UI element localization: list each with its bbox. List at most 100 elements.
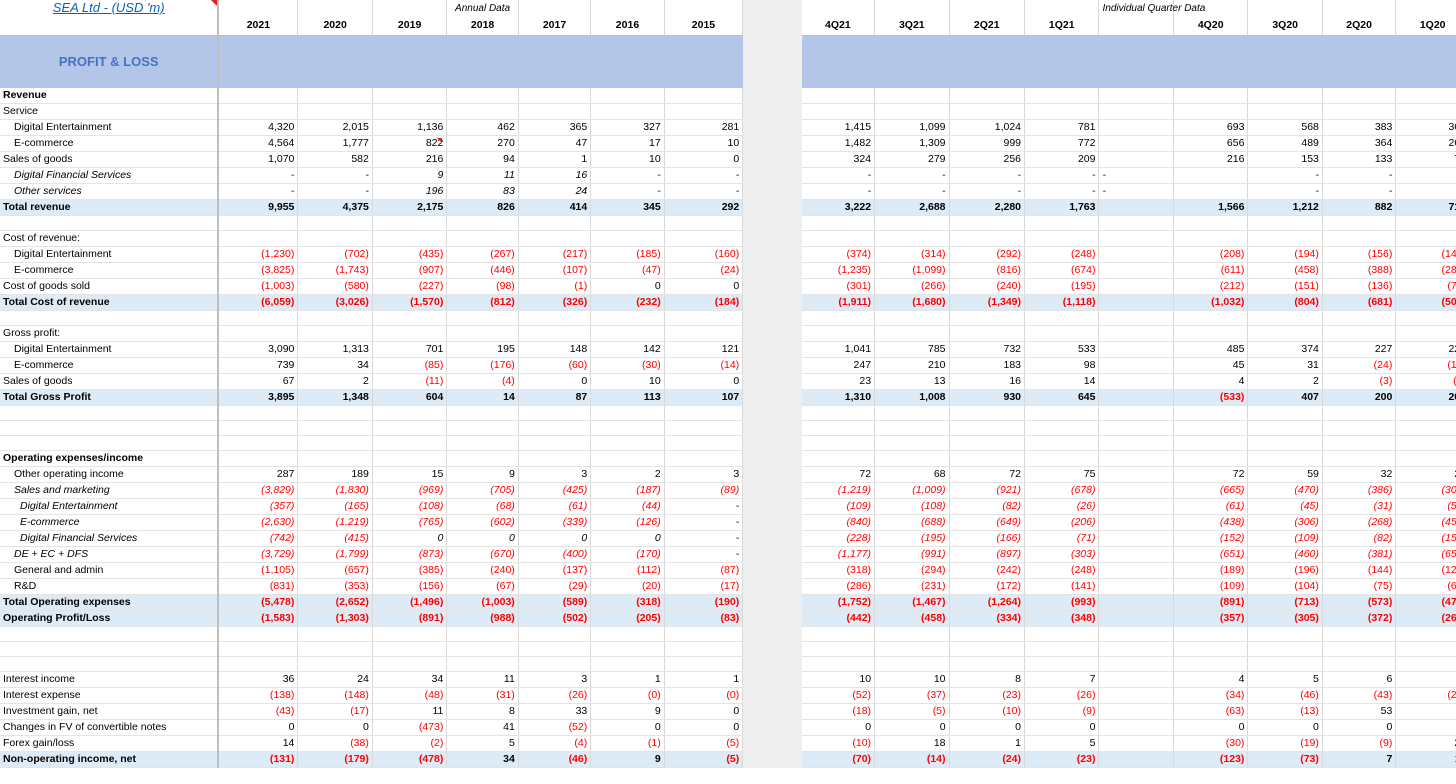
value-cell[interactable]: (873)	[372, 546, 448, 563]
value-cell[interactable]	[446, 103, 519, 120]
value-cell[interactable]: (474)	[1395, 594, 1456, 611]
value-cell[interactable]: 533	[1024, 341, 1100, 358]
value-cell[interactable]: (228)	[801, 530, 876, 547]
value-cell[interactable]	[1098, 294, 1174, 311]
value-cell[interactable]	[1098, 325, 1174, 342]
value-cell[interactable]: (17)	[664, 578, 744, 595]
value-cell[interactable]	[1024, 310, 1100, 326]
value-cell[interactable]: 1,136	[372, 119, 448, 136]
row-label[interactable]: Cost of goods sold	[0, 278, 220, 295]
value-cell[interactable]: (26)	[1024, 498, 1100, 515]
value-cell[interactable]: 189	[297, 466, 373, 483]
value-cell[interactable]	[218, 656, 299, 672]
value-cell[interactable]: (804)	[1247, 294, 1323, 311]
value-cell[interactable]: 11	[446, 671, 519, 688]
value-cell[interactable]	[742, 167, 802, 184]
value-cell[interactable]: (438)	[1173, 514, 1249, 531]
value-cell[interactable]: 1,041	[801, 341, 876, 358]
value-cell[interactable]: 107	[664, 389, 744, 406]
row-label[interactable]: Sales and marketing	[0, 482, 220, 499]
value-cell[interactable]	[1098, 562, 1174, 579]
value-cell[interactable]: 10	[664, 135, 744, 152]
column-header[interactable]: 4Q21	[801, 17, 876, 36]
value-cell[interactable]: (381)	[1322, 546, 1397, 563]
value-cell[interactable]	[1173, 656, 1249, 672]
row-label[interactable]	[0, 405, 220, 421]
value-cell[interactable]	[1098, 641, 1174, 657]
value-cell[interactable]	[372, 626, 448, 642]
value-cell[interactable]: 41	[446, 719, 519, 736]
value-cell[interactable]: 1,099	[874, 119, 950, 136]
value-cell[interactable]: 45	[1173, 357, 1249, 374]
value-cell[interactable]	[742, 373, 802, 390]
value-cell[interactable]: (891)	[1173, 594, 1249, 611]
value-cell[interactable]: (1,496)	[372, 594, 448, 611]
value-cell[interactable]	[372, 103, 448, 120]
value-cell[interactable]	[1098, 498, 1174, 515]
value-cell[interactable]: 1,070	[218, 151, 299, 168]
value-cell[interactable]: (742)	[218, 530, 299, 547]
value-cell[interactable]: 183	[949, 357, 1026, 374]
value-cell[interactable]	[1098, 703, 1174, 720]
value-cell[interactable]: (688)	[874, 514, 950, 531]
value-cell[interactable]	[1098, 420, 1174, 436]
value-cell[interactable]: 14	[446, 389, 519, 406]
value-cell[interactable]: (897)	[949, 546, 1026, 563]
value-cell[interactable]	[742, 562, 802, 579]
value-cell[interactable]: (43)	[1322, 687, 1397, 704]
value-cell[interactable]	[1322, 325, 1397, 342]
value-cell[interactable]: (294)	[874, 562, 950, 579]
value-cell[interactable]: (816)	[949, 262, 1026, 279]
row-label[interactable]	[0, 310, 220, 326]
value-cell[interactable]	[297, 641, 373, 657]
value-cell[interactable]: 0	[874, 719, 950, 736]
value-cell[interactable]	[446, 656, 519, 672]
value-cell[interactable]	[874, 325, 950, 342]
value-cell[interactable]	[742, 466, 802, 483]
value-cell[interactable]: 369	[1395, 119, 1456, 136]
value-cell[interactable]	[372, 435, 448, 451]
row-label[interactable]: Digital Financial Services	[0, 530, 220, 547]
column-header[interactable]: 2015	[664, 17, 744, 36]
value-cell[interactable]	[590, 325, 665, 342]
value-cell[interactable]: 83	[446, 183, 519, 200]
value-cell[interactable]	[874, 215, 950, 231]
value-cell[interactable]: -	[664, 167, 744, 184]
value-cell[interactable]: 2,280	[949, 199, 1026, 216]
value-cell[interactable]	[801, 325, 876, 342]
value-cell[interactable]: 98	[1024, 357, 1100, 374]
value-cell[interactable]	[1247, 215, 1323, 231]
value-cell[interactable]: (151)	[1247, 278, 1323, 295]
value-cell[interactable]	[518, 103, 592, 120]
value-cell[interactable]	[1098, 656, 1174, 672]
value-cell[interactable]: (678)	[1024, 482, 1100, 499]
value-cell[interactable]: 345	[590, 199, 665, 216]
value-cell[interactable]	[297, 87, 373, 104]
value-cell[interactable]	[742, 687, 802, 704]
value-cell[interactable]: -	[1024, 183, 1100, 200]
value-cell[interactable]	[372, 215, 448, 231]
value-cell[interactable]: 36	[218, 671, 299, 688]
value-cell[interactable]: 216	[1173, 151, 1249, 168]
value-cell[interactable]: 9	[1395, 671, 1456, 688]
value-cell[interactable]: (1,830)	[297, 482, 373, 499]
row-label[interactable]	[0, 435, 220, 451]
value-cell[interactable]: (71)	[1024, 530, 1100, 547]
value-cell[interactable]	[518, 656, 592, 672]
value-cell[interactable]: 5	[1395, 703, 1456, 720]
value-cell[interactable]: (266)	[874, 278, 950, 295]
value-cell[interactable]: 0	[218, 719, 299, 736]
value-cell[interactable]: (3,829)	[218, 482, 299, 499]
value-cell[interactable]: 10	[874, 671, 950, 688]
value-cell[interactable]: (30)	[590, 357, 665, 374]
value-cell[interactable]	[1098, 135, 1174, 152]
value-cell[interactable]: (2)	[372, 735, 448, 752]
column-header[interactable]: 3Q21	[874, 17, 950, 36]
value-cell[interactable]: (190)	[664, 594, 744, 611]
value-cell[interactable]: 462	[446, 119, 519, 136]
value-cell[interactable]	[801, 87, 876, 104]
value-cell[interactable]: (217)	[518, 246, 592, 263]
value-cell[interactable]: (68)	[446, 498, 519, 515]
value-cell[interactable]	[218, 641, 299, 657]
value-cell[interactable]: (0)	[664, 687, 744, 704]
